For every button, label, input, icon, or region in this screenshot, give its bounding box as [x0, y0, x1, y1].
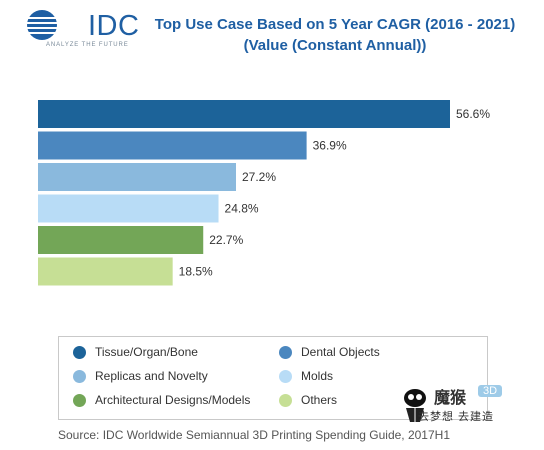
legend-label: Architectural Designs/Models [95, 393, 251, 407]
legend-label: Replicas and Novelty [95, 369, 208, 383]
watermark-badge: 3D [478, 385, 503, 397]
bar-dental-objects [38, 131, 307, 160]
legend-item: Dental Objects [279, 345, 380, 359]
source-note: Source: IDC Worldwide Semiannual 3D Prin… [58, 428, 450, 442]
watermark-brand: 魔猴 [434, 390, 467, 407]
logo-tagline: ANALYZE THE FUTURE [46, 42, 129, 48]
watermark-tagline: 去梦想 去建造 [418, 411, 495, 423]
legend-item: Architectural Designs/Models [73, 393, 250, 407]
legend-label: Others [301, 393, 338, 407]
legend-label: Dental Objects [301, 345, 380, 359]
bar-tissue-organ-bone [38, 100, 450, 128]
bar-architectural-designs-models [38, 226, 204, 254]
bar-chart: 56.6% 36.9% 27.2% 24.8% 22.7% 18.5% [38, 100, 490, 286]
legend-swatch-icon [279, 393, 292, 407]
legend-label: Molds [301, 369, 334, 383]
bar-molds [38, 194, 219, 223]
legend-swatch-icon [279, 345, 292, 359]
bar-others [38, 257, 173, 286]
globe-icon [26, 10, 58, 40]
data-label: 36.9% [313, 139, 347, 153]
legend-swatch-icon [73, 393, 86, 407]
data-label: 22.7% [209, 233, 243, 247]
legend-label: Tissue/Organ/Bone [95, 345, 198, 359]
data-label: 18.5% [179, 265, 213, 279]
data-label: 24.8% [225, 202, 259, 216]
chart-title: Top Use Case Based on 5 Year CAGR (2016 … [154, 16, 516, 54]
legend-item: Molds [279, 369, 333, 383]
watermark: 魔猴 3D 去梦想 去建造 [398, 384, 542, 432]
monkey-mascot-icon [404, 389, 426, 422]
legend-item: Tissue/Organ/Bone [73, 345, 198, 359]
legend-swatch-icon [73, 369, 86, 383]
legend-swatch-icon [279, 369, 292, 383]
data-label: 56.6% [456, 107, 490, 121]
idc-logo: IDC ANALYZE THE FUTURE [22, 8, 139, 48]
bar-replicas-and-novelty [38, 163, 236, 191]
legend-item: Replicas and Novelty [73, 369, 208, 383]
chart-legend: Tissue/Organ/Bone Dental Objects Replicas … [58, 336, 488, 420]
legend-swatch-icon [73, 345, 86, 359]
logo-text: IDC [88, 10, 140, 42]
data-label: 27.2% [242, 170, 276, 184]
legend-item: Others [279, 393, 337, 407]
